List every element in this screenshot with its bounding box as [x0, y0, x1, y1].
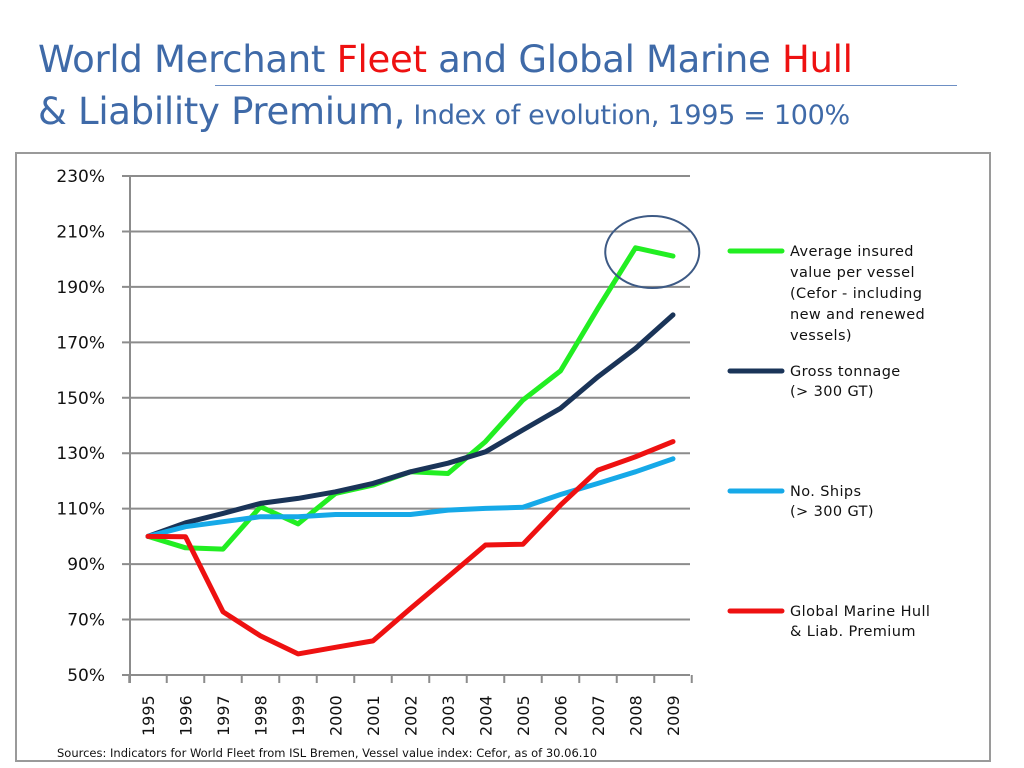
x-tick-label: 2009 [664, 695, 683, 736]
legend: Average insured value per vessel (Cefor - … [727, 244, 930, 640]
x-tick-label: 2002 [402, 695, 421, 736]
chart-subtitle: Index of evolution, 1995 = 100% [405, 100, 850, 131]
annotations [604, 214, 701, 289]
legend-label: (Cefor - including [790, 286, 922, 302]
title-highlight-fleet: Fleet [336, 38, 427, 81]
series-lines [145, 245, 676, 657]
x-tick-label: 1995 [139, 695, 158, 736]
legend-label: (> 300 GT) [790, 384, 874, 400]
legend-label: new and renewed [790, 307, 925, 323]
y-tick-label: 210% [56, 222, 105, 242]
legend-label: No. Ships [790, 484, 861, 500]
y-tick-label: 70% [67, 611, 105, 631]
legend-label: vessels) [790, 328, 852, 344]
x-tick-label: 1997 [214, 695, 233, 736]
chart-title-line2: & Liability Premium, Index of evolution,… [38, 90, 850, 133]
x-tick-label: 2001 [364, 695, 383, 736]
legend-label: (> 300 GT) [790, 504, 874, 520]
x-tick-label: 1996 [177, 695, 196, 736]
x-tick-label: 2008 [627, 695, 646, 736]
legend-label: Average insured [790, 244, 914, 260]
y-tick-label: 230% [56, 167, 105, 187]
x-tick-label: 2006 [552, 695, 571, 736]
y-tick-label: 90% [67, 555, 105, 575]
source-note: Sources: Indicators for World Fleet from… [57, 746, 598, 760]
highlight-ellipse [604, 214, 701, 289]
y-tick-label: 110% [56, 500, 105, 520]
legend-label: Gross tonnage [790, 364, 901, 380]
y-tick-label: 130% [56, 444, 105, 464]
y-axis-ticks: 50% 70% 90% 110% 130% 150% 170% 190% 210% 230% [56, 167, 105, 686]
y-tick-label: 150% [56, 389, 105, 409]
x-tick-label: 1999 [289, 695, 308, 736]
title-text-part1: World Merchant [38, 38, 337, 81]
y-tick-label: 170% [56, 333, 105, 353]
legend-label: Global Marine Hull [790, 604, 930, 620]
series-line-1 [145, 312, 676, 539]
title-highlight-hull: Hull [781, 38, 853, 81]
x-axis: 1995 1996 1997 1998 1999 2000 2001 2002 2003 2004… [128, 674, 693, 736]
title-text-main: & Liability Premium, [38, 90, 406, 133]
title-underline-divider [215, 85, 957, 86]
x-tick-label: 2003 [439, 695, 458, 736]
x-tick-label: 1998 [252, 695, 271, 736]
title-text-part2: and Global Marine [426, 38, 782, 81]
x-tick-label: 2005 [514, 695, 533, 736]
x-tick-label: 2000 [327, 695, 346, 736]
y-tick-label: 50% [67, 666, 105, 686]
x-tick-label: 2007 [589, 695, 608, 736]
legend-label: & Liab. Premium [790, 624, 916, 640]
chart-frame [15, 152, 991, 762]
chart-title-line1: World Merchant Fleet and Global Marine H… [38, 38, 853, 81]
y-tick-label: 190% [56, 278, 105, 298]
legend-label: value per vessel [790, 265, 915, 281]
x-tick-label: 2004 [477, 695, 496, 736]
